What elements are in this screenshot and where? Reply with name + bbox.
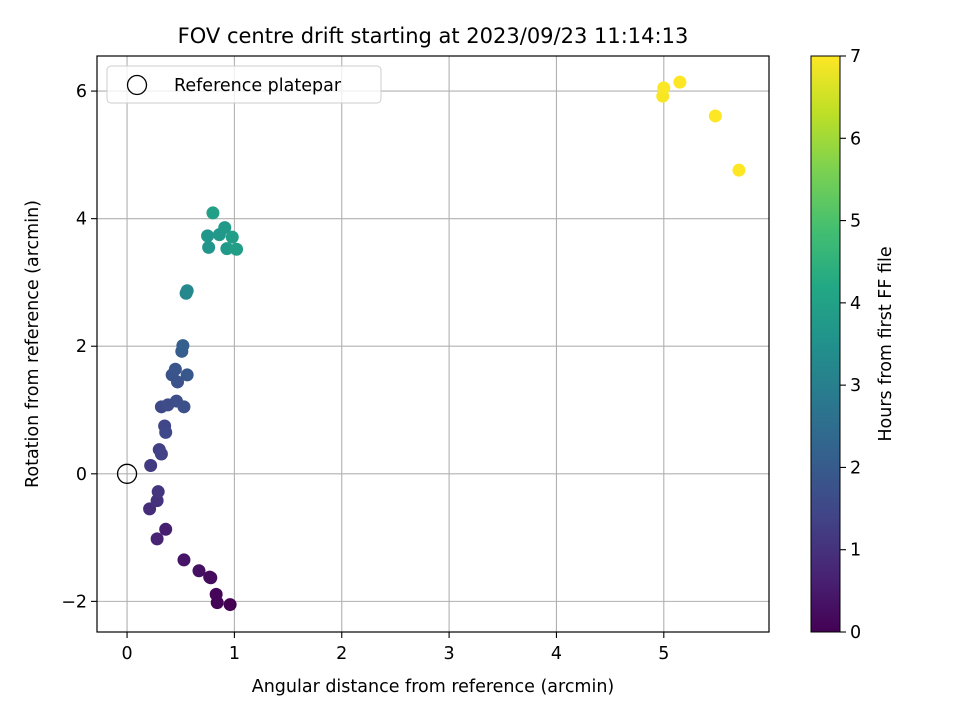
data-point — [143, 502, 157, 516]
data-point — [168, 362, 182, 376]
legend: Reference platepar — [106, 65, 382, 104]
x-tick-label: 0 — [121, 644, 132, 664]
data-point — [177, 553, 191, 567]
data-point — [144, 459, 158, 473]
data-point — [192, 564, 206, 578]
colorbar — [810, 55, 841, 633]
data-point — [206, 206, 220, 220]
x-axis-ticks: 0 1 2 3 4 5 — [121, 632, 669, 664]
data-point — [176, 339, 190, 353]
colorbar-ticks: 0 1 2 3 4 5 6 7 — [840, 47, 861, 643]
colorbar-tick-label: 7 — [850, 47, 861, 67]
data-point — [150, 532, 164, 546]
colorbar-tick-label: 5 — [850, 212, 861, 232]
y-tick-label: 0 — [76, 465, 87, 485]
data-point — [209, 587, 223, 601]
colorbar-tick-label: 1 — [850, 541, 861, 561]
colorbar-tick-label: 6 — [850, 129, 861, 149]
data-point — [657, 81, 671, 95]
reference-platepar-marker — [116, 463, 138, 484]
legend-reference-label: Reference platepar — [174, 76, 342, 96]
data-point — [151, 485, 165, 499]
legend-reference-marker — [126, 74, 148, 96]
grid — [97, 56, 769, 632]
legend-box — [106, 65, 382, 104]
data-point — [177, 400, 191, 414]
colorbar-tick-label: 0 — [850, 623, 861, 643]
data-point — [180, 368, 194, 382]
data-point — [223, 598, 237, 612]
data-point — [220, 242, 234, 256]
x-tick-label: 3 — [444, 644, 455, 664]
x-tick-label: 1 — [229, 644, 240, 664]
y-tick-label: 2 — [76, 337, 87, 357]
data-point — [159, 522, 173, 536]
colorbar-tick-label: 2 — [850, 458, 861, 478]
data-points — [143, 75, 746, 612]
data-point — [201, 229, 215, 243]
colorbar-tick-label: 4 — [850, 294, 861, 314]
data-point — [154, 447, 168, 461]
colorbar-label: Hours from first FF file — [876, 246, 896, 441]
data-point — [673, 75, 687, 89]
data-point — [732, 163, 746, 177]
chart-title: FOV centre drift starting at 2023/09/23 … — [178, 24, 689, 48]
data-point — [708, 109, 722, 123]
data-point — [225, 230, 239, 244]
data-point — [203, 570, 217, 584]
x-tick-label: 5 — [658, 644, 669, 664]
colorbar-tick-label: 3 — [850, 376, 861, 396]
data-point — [159, 425, 173, 439]
x-tick-label: 2 — [336, 644, 347, 664]
y-tick-label: 6 — [76, 82, 87, 102]
y-axis-ticks: −2 0 2 4 6 — [61, 82, 97, 612]
data-point — [202, 240, 216, 254]
reference-layer — [116, 463, 138, 484]
data-point — [180, 284, 194, 298]
x-axis-label: Angular distance from reference (arcmin) — [252, 677, 615, 697]
data-point — [230, 242, 244, 256]
data-point — [218, 221, 232, 235]
plot-frame — [96, 55, 770, 633]
y-tick-label: 4 — [76, 210, 87, 230]
y-tick-label: −2 — [61, 592, 87, 612]
x-tick-label: 4 — [551, 644, 562, 664]
y-axis-label: Rotation from reference (arcmin) — [23, 200, 43, 488]
